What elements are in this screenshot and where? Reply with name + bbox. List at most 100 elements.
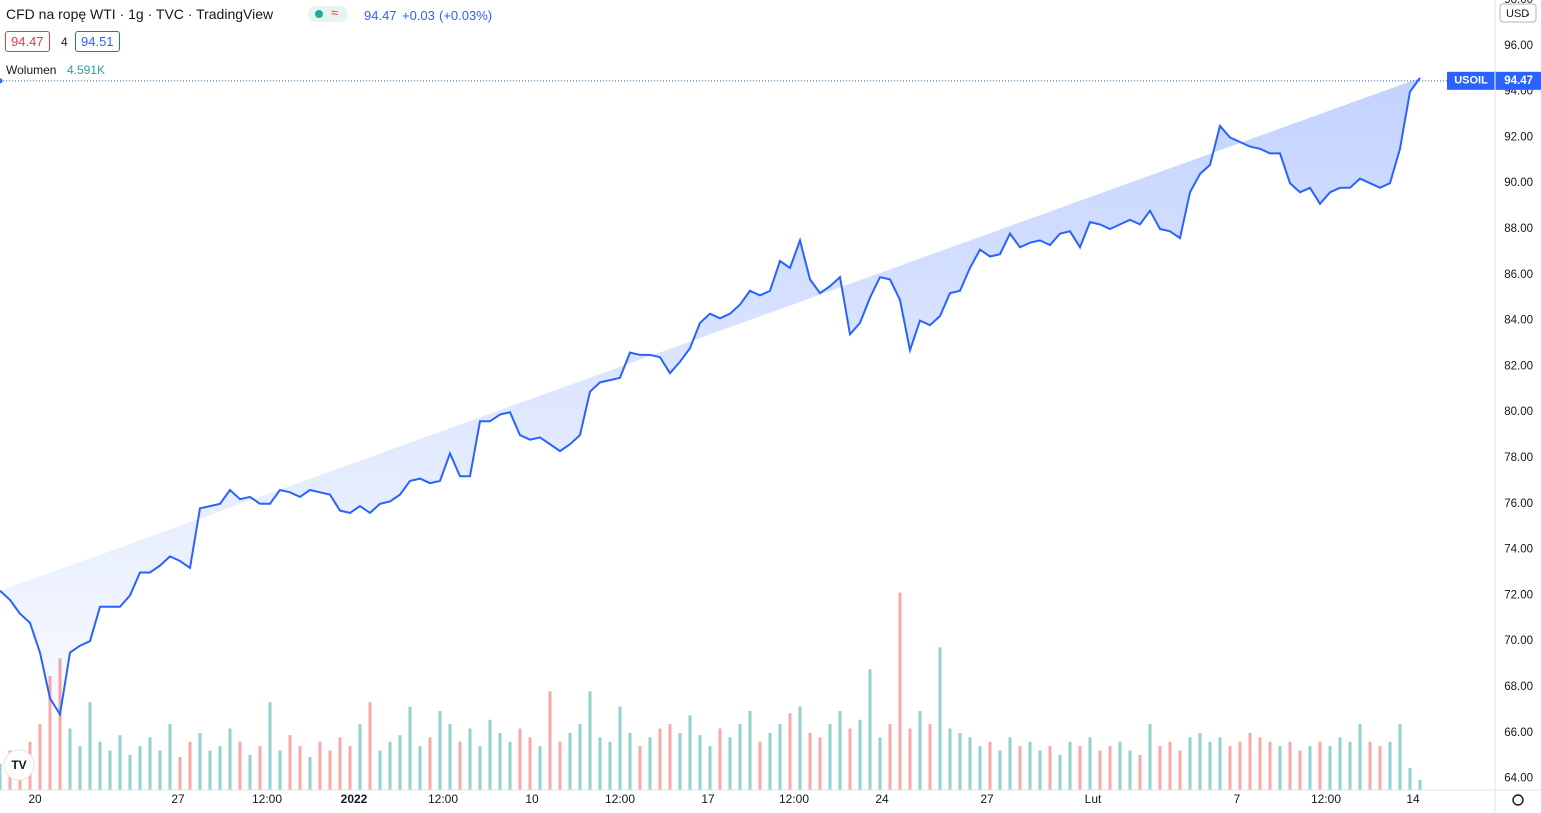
volume-bar [708, 746, 712, 790]
volume-bar [668, 724, 672, 790]
volume-bar [628, 732, 632, 790]
volume-bar [328, 750, 332, 790]
volume-bar [1348, 741, 1352, 790]
volume-bar [518, 728, 522, 790]
dropdown-arrow[interactable]: ⌄ [1524, 9, 1531, 18]
volume-bar [778, 724, 782, 790]
volume-bar [558, 741, 562, 790]
volume-bar [748, 711, 752, 790]
volume-bar [618, 706, 622, 790]
volume-last: 4.591K [67, 63, 106, 77]
price-tag-symbol: USOIL [1454, 75, 1488, 87]
volume-bar [968, 737, 972, 790]
price-tag-value: 94.47 [1504, 75, 1533, 87]
x-tick-label: 12:00 [428, 792, 458, 806]
volume-bar [398, 735, 402, 790]
y-tick-label: 92.00 [1504, 131, 1533, 143]
volume-bar [1338, 737, 1342, 790]
volume-bar [218, 746, 222, 790]
x-tick-label: 27 [171, 792, 185, 806]
volume-bar [388, 741, 392, 790]
tv-logo[interactable] [3, 749, 35, 781]
volume-bar [788, 713, 792, 790]
volume-bar [798, 706, 802, 790]
y-tick-label: 78.00 [1504, 452, 1533, 464]
area-fill [0, 77, 1420, 715]
currency[interactable]: USD [1506, 8, 1529, 20]
y-tick-label: 86.00 [1504, 269, 1533, 281]
volume-bar [1288, 741, 1292, 790]
volume-bar [888, 724, 892, 790]
volume-bar [638, 746, 642, 790]
x-tick-label: 14 [1406, 792, 1420, 806]
tv-logo-text[interactable]: TV [11, 758, 26, 772]
volume-bar [418, 746, 422, 790]
ask-box[interactable]: 94.51 [75, 31, 120, 52]
volume-bar [1138, 754, 1142, 790]
volume-bar [38, 724, 42, 790]
volume-bar [108, 750, 112, 790]
volume-bar [1188, 737, 1192, 790]
volume-bar [828, 724, 832, 790]
volume-bar [1218, 737, 1222, 790]
price-line [0, 77, 1421, 718]
header-change: +0.03 [402, 8, 435, 23]
volume-bar [1198, 732, 1202, 790]
y-tick-label: 66.00 [1504, 727, 1533, 739]
volume-bar [118, 735, 122, 790]
status-pill[interactable]: ≈ [308, 5, 348, 22]
volume-bar [988, 741, 992, 790]
volume-bar [648, 737, 652, 790]
bid-box[interactable]: 94.47 [5, 31, 50, 52]
y-tick-label: 76.00 [1504, 498, 1533, 510]
volume-bar [178, 757, 182, 790]
volume-bar [78, 746, 82, 790]
volume-bar [998, 750, 1002, 790]
y-tick-label: 84.00 [1504, 315, 1533, 327]
volume-bar [0, 763, 2, 790]
y-tick-label: 98.00 [1504, 0, 1533, 6]
volume-bar [588, 691, 592, 790]
last-point [0, 78, 3, 84]
volume-bar [858, 719, 862, 790]
volume-bar [168, 724, 172, 790]
volume-bar [568, 732, 572, 790]
volume-bar [318, 741, 322, 790]
volume-bar [1418, 779, 1422, 790]
y-tick-label: 90.00 [1504, 177, 1533, 189]
header-change-pct: (+0.03%) [439, 8, 493, 23]
settings-icon[interactable] [1512, 794, 1524, 806]
volume-bar [358, 724, 362, 790]
volume-bar [228, 728, 232, 790]
currency-button[interactable] [1499, 3, 1537, 23]
x-tick-label: 7 [1234, 792, 1241, 806]
volume-bar [578, 724, 582, 790]
volume-bar [838, 711, 842, 790]
volume-bar [308, 757, 312, 790]
volume-bar [1398, 724, 1402, 790]
volume-bar [298, 746, 302, 790]
volume-legend: Wolumen [6, 63, 57, 77]
volume-bar [1248, 732, 1252, 790]
volume-bar [1378, 746, 1382, 790]
volume-bar [138, 746, 142, 790]
volume-bar [548, 691, 552, 790]
volume-bar [948, 728, 952, 790]
title: CFD na ropę WTI · 1g · TVC · TradingView [6, 6, 274, 22]
volume-bar [688, 715, 692, 790]
volume-bar [278, 750, 282, 790]
volume-bar [208, 750, 212, 790]
volume-bar [928, 724, 932, 790]
volume-bar [698, 735, 702, 790]
volume-bar [1058, 754, 1062, 790]
volume-bar [238, 741, 242, 790]
volume-bar [1268, 741, 1272, 790]
volume-bar [1358, 724, 1362, 790]
volume-bar [508, 741, 512, 790]
volume-bar [918, 711, 922, 790]
volume-bar [1318, 741, 1322, 790]
y-tick-label: 68.00 [1504, 681, 1533, 693]
volume-bar [88, 702, 92, 790]
volume-bar [268, 702, 272, 790]
volume-bar [978, 746, 982, 790]
